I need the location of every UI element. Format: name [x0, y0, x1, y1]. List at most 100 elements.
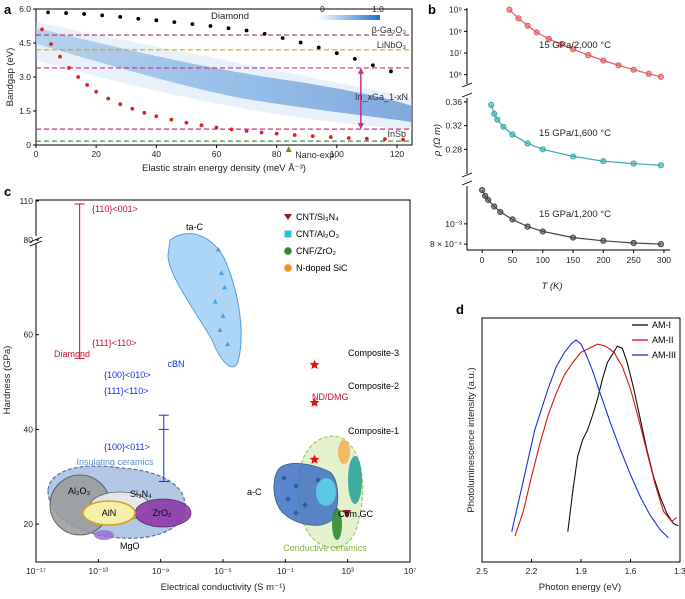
b-point-1-5 [524, 140, 531, 147]
b-ytick-label-1-1: 0.32 [445, 121, 462, 131]
legend-marker-0 [284, 214, 292, 220]
com-gc-label: Com.GC [338, 509, 374, 519]
conductive-ceramics-label: Conductive ceramics [283, 543, 367, 553]
a-point-upper-0 [46, 10, 50, 15]
d-xtick-label-1: 2.2 [526, 566, 538, 576]
b-point-0-7 [585, 52, 592, 59]
panel-a-title: Diamond [211, 11, 249, 22]
composite-star-2 [309, 397, 320, 407]
panel-d-ylabel: Photoluminescence intensity (a.u.) [466, 367, 477, 512]
panel-c-xlabel: Electrical conductivity (S m⁻¹) [161, 582, 286, 593]
a-xtick-label-1: 20 [91, 149, 101, 159]
a-point-lower-3 [67, 66, 71, 70]
b-point-2-8 [569, 234, 577, 241]
panel-d-label: d [456, 302, 464, 317]
c-ytick-label-3: 80 [24, 235, 34, 245]
c-xtick-label-2: 10⁻⁹ [152, 566, 170, 576]
panel-b-ylabel: ρ (Ω m) [432, 124, 443, 157]
cbn-100-011-label: {100}<011> [104, 442, 150, 452]
a-point-lower-22 [328, 135, 333, 139]
a-c-marker-2 [285, 496, 291, 502]
diamond-111-label: {111}<110> [92, 338, 137, 348]
panel-b-label: b [428, 2, 436, 17]
a-point-lower-21 [310, 134, 315, 139]
a-point-lower-2 [58, 54, 62, 59]
a-point-upper-10 [226, 26, 231, 31]
b-point-2-5 [509, 216, 516, 223]
si3n4-label: Si₃N₄ [130, 489, 152, 499]
b-point-0-6 [569, 46, 577, 53]
a-c-marker-4 [293, 510, 299, 516]
insulating-ceramics-label: Insulating ceramics [76, 457, 154, 467]
legend-marker-1 [284, 230, 292, 238]
b-point-1-1 [491, 110, 498, 117]
b-break-gap-1 [462, 174, 472, 186]
diamond-110-label: {110}<001> [92, 204, 138, 214]
b-point-0-4 [545, 35, 552, 42]
b-point-1-4 [509, 131, 516, 138]
b-point-1-3 [500, 123, 507, 130]
ref-label-ga2o3: β-Ga₂O₃ [372, 25, 407, 35]
cbn-111-110-label: {111}<110> [104, 386, 149, 396]
ta-c-point-2 [222, 284, 228, 290]
a-point-upper-14 [298, 40, 303, 45]
a-point-upper-11 [244, 28, 249, 33]
a-point-upper-16 [334, 51, 339, 56]
composite-1-label: Composite-1 [348, 426, 399, 436]
a-point-lower-25 [383, 137, 387, 142]
ta-c-point-1 [218, 270, 224, 276]
a-point-lower-9 [130, 106, 135, 111]
cnt-al2o3-region [316, 478, 336, 506]
colorbar-max: 1.0 [372, 4, 384, 14]
b-ytick-label-2-1: 10⁻³ [445, 219, 462, 229]
panel-b-label-2000: 15 GPa/2,000 °C [539, 40, 611, 51]
ta-c-point-5 [217, 327, 223, 332]
b-point-2-3 [491, 203, 498, 210]
b-xtick-label-4: 200 [596, 255, 610, 265]
c-ytick-label-0: 20 [24, 519, 34, 529]
b-point-0-10 [630, 66, 637, 73]
b-point-2-4 [497, 208, 504, 216]
b-ytick-label-1-0: 0.28 [445, 144, 462, 154]
b-point-0-1 [515, 15, 522, 22]
a-point-lower-6 [94, 89, 99, 94]
a-point-lower-26 [401, 137, 405, 142]
ta-c-point-6 [225, 341, 231, 347]
a-point-lower-4 [76, 75, 81, 79]
com-gc-region [348, 456, 362, 504]
a-point-upper-19 [389, 69, 393, 74]
b-xtick-label-3: 150 [566, 255, 580, 265]
b-xtick-label-6: 300 [657, 255, 671, 265]
al2o3-label: Al₂O₃ [68, 486, 90, 496]
cbn-100-010-label: {100}<010> [104, 370, 151, 380]
ta-c-point-0 [215, 246, 221, 252]
a-point-lower-0 [40, 27, 44, 32]
c-xtick-label-1: 10⁻¹³ [89, 566, 109, 576]
a-xtick-label-3: 60 [212, 149, 222, 159]
a-c-marker-3 [302, 502, 308, 508]
a-c-marker-5 [315, 477, 321, 483]
a-point-lower-11 [154, 114, 159, 119]
d-line-am-i [567, 345, 679, 532]
b-xtick-label-5: 250 [627, 255, 641, 265]
ta-c-region [167, 233, 242, 368]
a-point-lower-8 [118, 102, 123, 107]
d-xtick-label-4: 1.3 [674, 566, 685, 576]
a-point-upper-15 [316, 45, 321, 50]
a-point-lower-23 [346, 136, 351, 140]
ref-label-ingan: In_xGa_1-xN [355, 92, 408, 102]
legend-am-i: AM-I [652, 320, 671, 330]
b-point-0-0 [506, 6, 513, 13]
a-c-region [273, 463, 339, 526]
aln-label: AlN [102, 508, 117, 518]
a-c-marker-1 [293, 483, 299, 489]
d-line-am-iii [511, 339, 669, 539]
composite-star-1 [309, 454, 320, 464]
c-xtick-label-6: 10⁷ [404, 566, 417, 576]
panel-b-label-1200: 15 GPa/1,200 °C [539, 209, 611, 220]
d-xtick-label-0: 2.5 [476, 566, 488, 576]
c-xtick-label-5: 10³ [342, 566, 354, 576]
a-point-lower-20 [292, 133, 297, 137]
a-point-lower-18 [259, 130, 264, 135]
